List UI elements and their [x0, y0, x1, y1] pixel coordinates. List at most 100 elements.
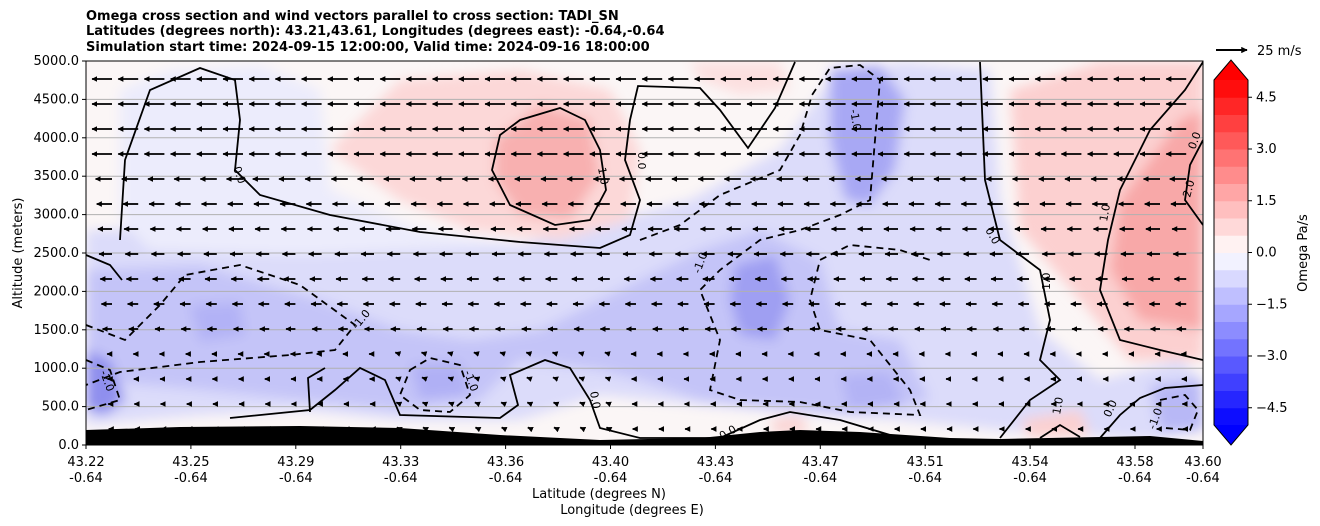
omega-positive-surface-right — [1020, 410, 1090, 438]
x-tick-label-lon: -0.64 — [384, 471, 418, 486]
contour-label-zero: 0.0 — [242, 425, 260, 446]
contour-label-zero: 0.0 — [230, 165, 248, 186]
omega-negative-core-left — [86, 350, 125, 415]
y-tick-label: 5000.0 — [34, 54, 80, 69]
x-tick-label-lat: 43.54 — [1011, 455, 1048, 470]
wind-vector — [448, 426, 456, 433]
omega-negative-core-left2 — [190, 302, 245, 342]
wind-vector — [578, 376, 586, 382]
y-tick-label: 1000.0 — [34, 361, 80, 376]
omega-negative-midband — [86, 230, 930, 415]
wind-vector — [394, 351, 402, 357]
quiver-key-label: 25 m/s — [1257, 44, 1302, 59]
contour-label-pos1: 1.0 — [1050, 396, 1066, 415]
x-tick-label-lat: 43.60 — [1184, 455, 1221, 470]
colorbar-tick-label: 4.5 — [1256, 90, 1277, 105]
x-tick-label-lon: -0.64 — [699, 471, 733, 486]
colorbar-level — [1214, 321, 1248, 340]
x-tick-label-lat: 43.51 — [907, 455, 944, 470]
wind-vector — [420, 351, 428, 357]
colorbar-extend-min — [1214, 425, 1248, 445]
omega-negative-core-far-right — [1150, 380, 1203, 432]
wind-vector — [526, 376, 533, 382]
x-tick-label-lat: 43.40 — [592, 455, 629, 470]
y-tick-label: 0.0 — [58, 438, 79, 453]
omega-negative-core-right — [840, 372, 905, 412]
colorbar-level — [1214, 356, 1248, 374]
wind-vector — [525, 351, 533, 357]
contour-positive-surface-right — [1039, 423, 1081, 439]
wind-vector — [604, 376, 612, 382]
plot-area — [86, 61, 1203, 445]
x-tick-label-lon: -0.64 — [1186, 471, 1220, 486]
y-tick-label: 1500.0 — [34, 323, 80, 338]
wind-vector — [395, 401, 403, 408]
x-tick-label-lon: -0.64 — [1118, 471, 1152, 486]
omega-negative-light-upper — [120, 65, 520, 255]
wind-vector — [578, 351, 585, 357]
contour-label-pos1: 1.0 — [595, 166, 611, 185]
x-tick-label-lat: 43.58 — [1116, 455, 1153, 470]
colorbar: 4.5 3.0 1.5 0.0 −1.5 −3.0 −4.5 — [1213, 59, 1288, 446]
wind-vector — [474, 401, 481, 408]
wind-vectors — [91, 76, 1189, 433]
colorbar-tick-label: −3.0 — [1256, 349, 1288, 364]
colorbar-level — [1214, 407, 1248, 426]
y-tick-label: 2000.0 — [34, 284, 80, 299]
colorbar-tick-label: 1.5 — [1256, 194, 1277, 209]
wind-vector — [395, 376, 402, 382]
contour-neg2-left — [86, 359, 122, 411]
colorbar-level — [1214, 390, 1248, 409]
omega-positive-core-center — [495, 105, 600, 220]
colorbar-level — [1214, 183, 1248, 202]
title-line-1: Omega cross section and wind vectors par… — [86, 9, 619, 24]
contour-neg1-left — [86, 264, 357, 386]
x-tick-label-lon: -0.64 — [69, 471, 103, 486]
x-tick-label-lat: 43.33 — [382, 455, 419, 470]
wind-vector — [553, 426, 560, 433]
omega-positive-core-right — [1110, 110, 1203, 330]
x-tick-label-lat: 43.22 — [67, 455, 104, 470]
wind-vector — [473, 376, 481, 382]
title-line-3: Simulation start time: 2024-09-15 12:00:… — [86, 40, 650, 55]
y-tick-label: 3000.0 — [34, 208, 80, 223]
wind-vector — [499, 351, 506, 357]
contour-label-zero: 0.0 — [635, 152, 648, 170]
x-tick-label-lon: -0.64 — [803, 471, 837, 486]
x-axis-label-lon: Longitude (degrees E) — [560, 503, 704, 518]
x-tick-label-lat: 43.36 — [487, 455, 524, 470]
title-line-2: Latitudes (degrees north): 43.21,43.61, … — [86, 24, 665, 39]
wind-vector — [501, 426, 508, 433]
wind-vector — [500, 376, 507, 382]
colorbar-level — [1214, 114, 1248, 133]
y-tick-label: 500.0 — [42, 400, 79, 415]
wind-vector — [448, 401, 455, 408]
contour-label-neg1: -1.0 — [847, 108, 864, 131]
wind-vector — [527, 426, 534, 433]
wind-vector — [552, 376, 559, 382]
wind-vector — [473, 351, 480, 357]
omega-negative-core-mid — [730, 255, 790, 340]
wind-vector — [474, 426, 482, 433]
colorbar-level — [1214, 149, 1248, 167]
omega-filled-contours — [86, 62, 1203, 440]
contour-zero-far-right-bottom — [1099, 384, 1203, 439]
wind-vector — [605, 401, 612, 408]
contour-label-zero: 0.0 — [1186, 130, 1204, 151]
wind-vector — [421, 376, 428, 382]
y-tick-label: 4500.0 — [34, 92, 80, 107]
omega-contour-lines-negative — [86, 64, 1200, 431]
x-tick-label-lon: -0.64 — [279, 471, 313, 486]
contour-zero-lower-center — [229, 359, 901, 439]
colorbar-outline — [1213, 59, 1249, 446]
colorbar-extend-max — [1214, 60, 1248, 80]
contour-label-pos2: 2.0 — [1180, 179, 1197, 199]
contour-zero-lower-left2 — [307, 367, 326, 413]
x-tick-label-lon: -0.64 — [174, 471, 208, 486]
colorbar-tick-label: 0.0 — [1256, 246, 1277, 261]
colorbar-level — [1214, 304, 1248, 322]
x-tick-label-lon: -0.64 — [489, 471, 523, 486]
x-tick-label-lat: 43.29 — [277, 455, 314, 470]
x-tick-label-lat: 43.43 — [697, 455, 734, 470]
